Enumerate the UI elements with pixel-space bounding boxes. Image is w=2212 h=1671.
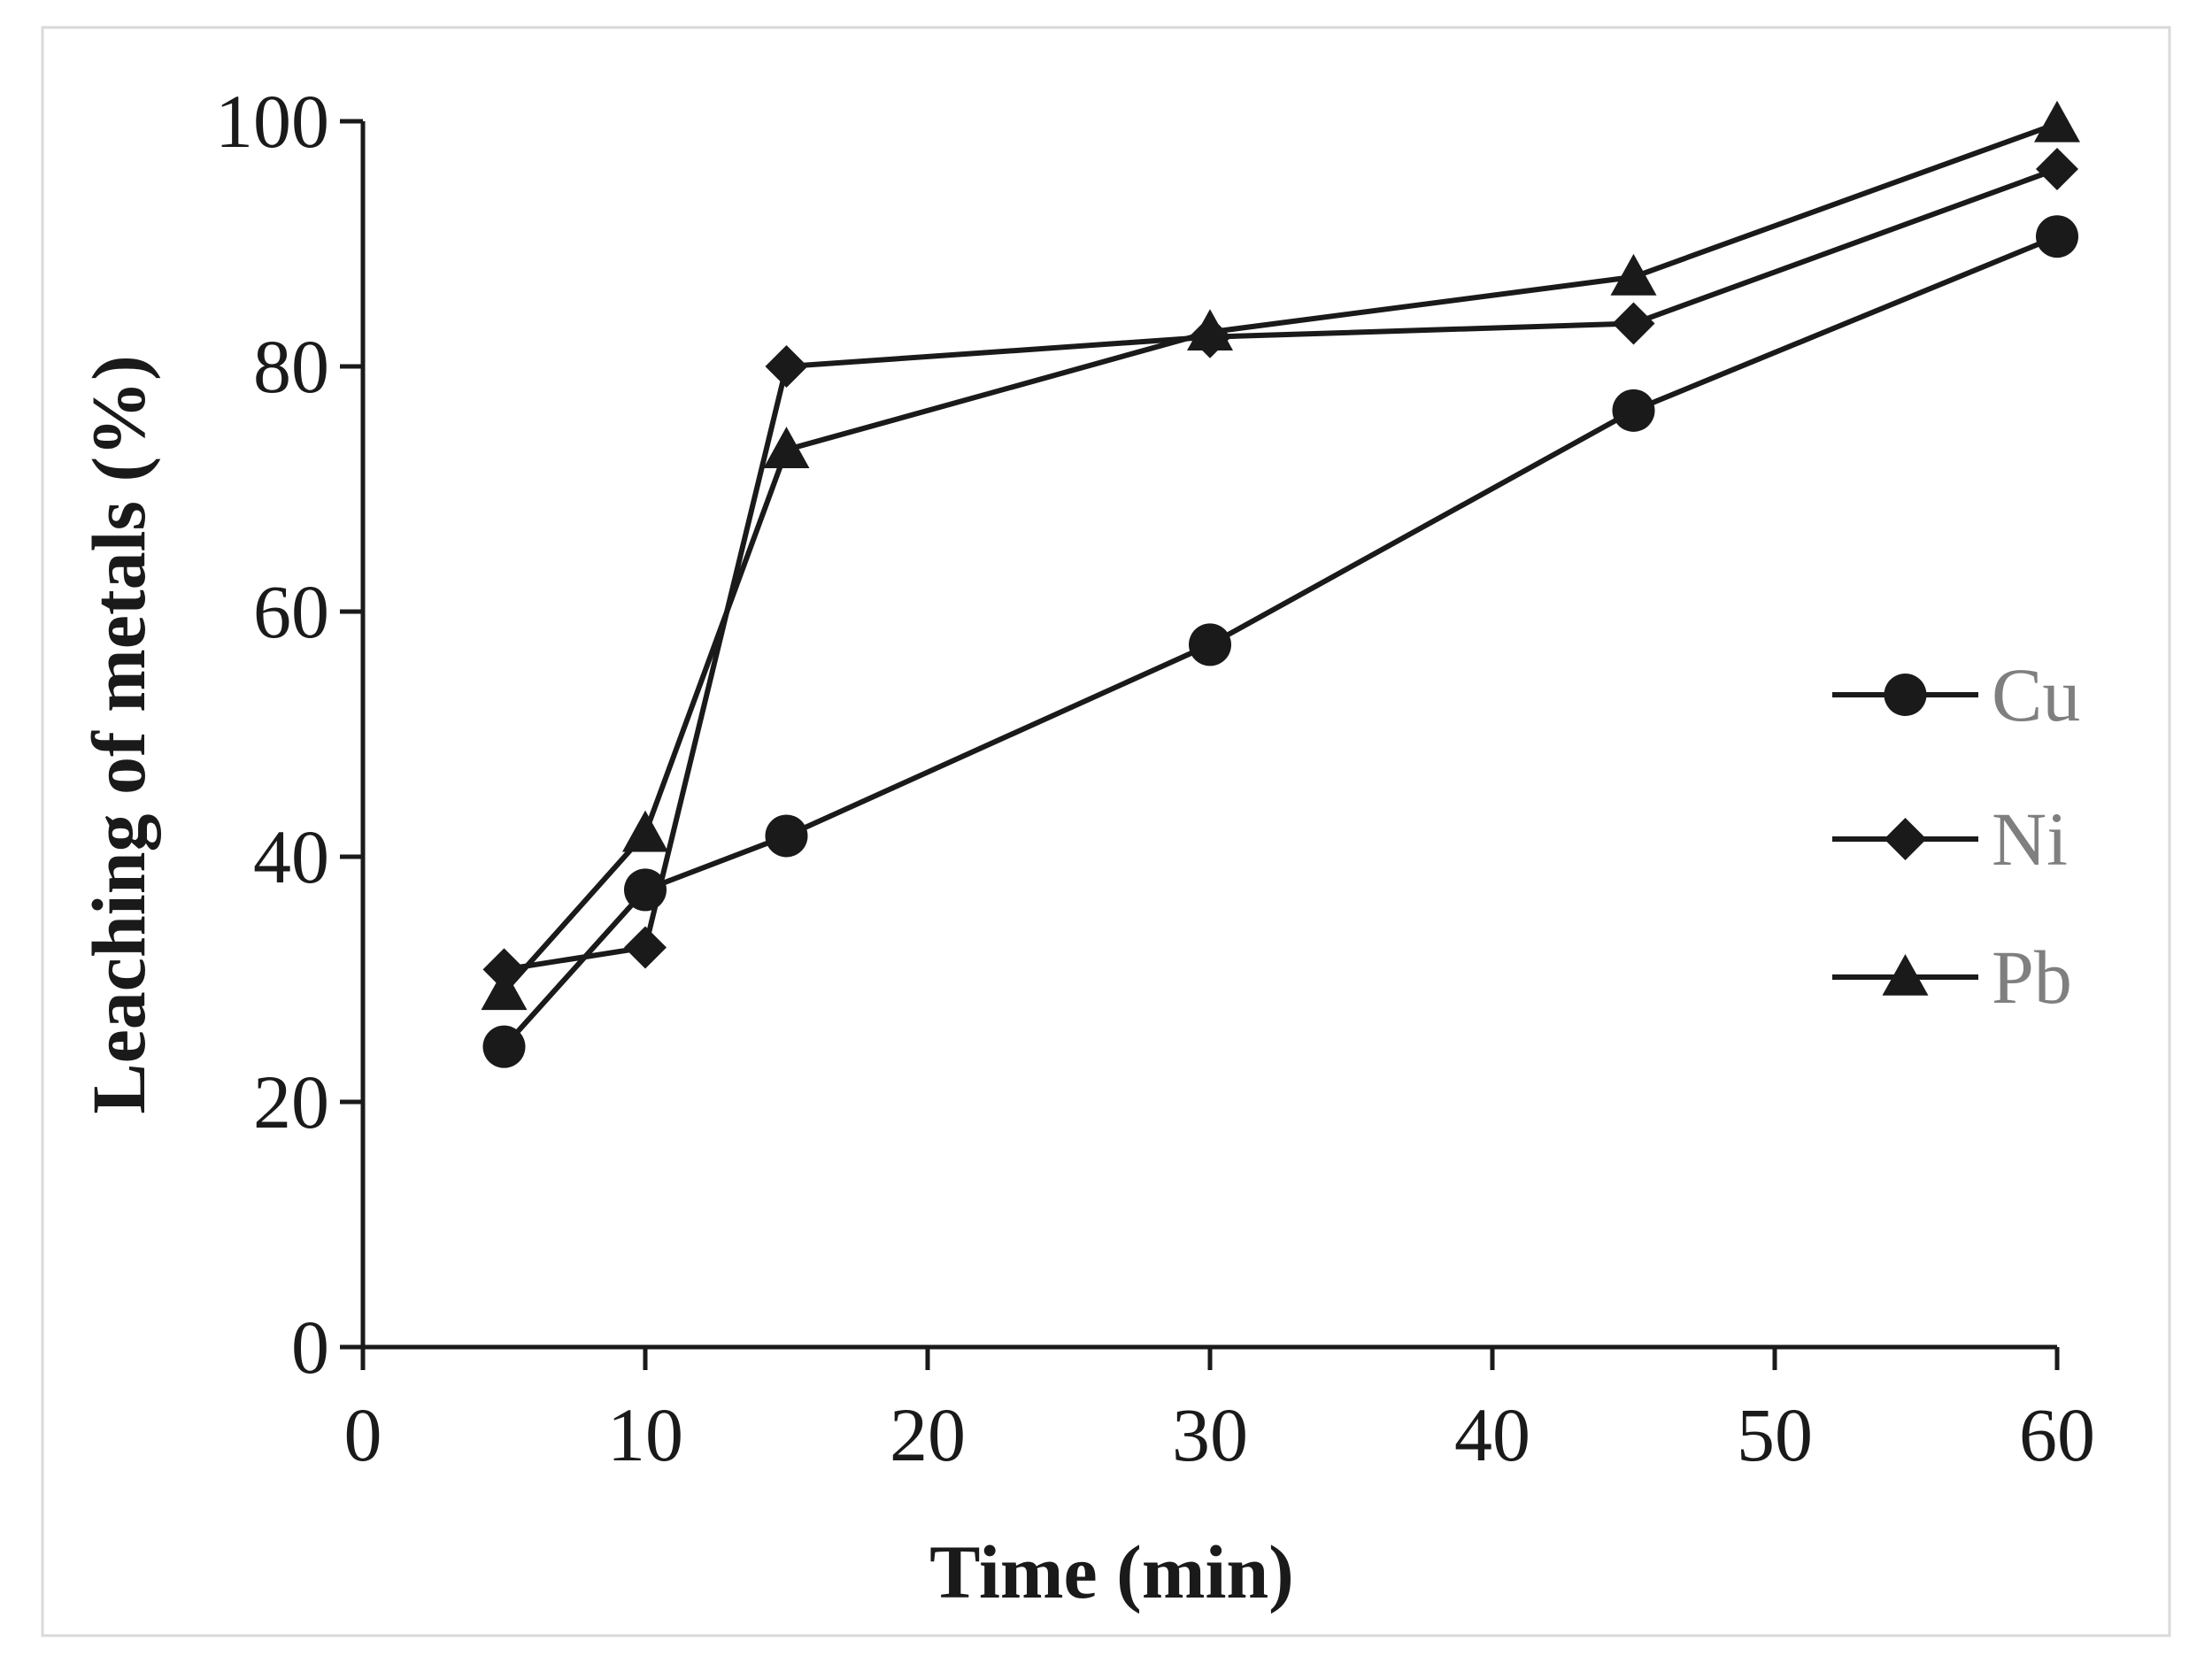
data-point-pb — [763, 427, 810, 468]
legend-label-ni: Ni — [1992, 797, 2068, 882]
series-lines — [502, 120, 2059, 1049]
y-ticks: 0 20 40 60 80 100 — [215, 79, 363, 1390]
data-point-ni — [624, 926, 667, 969]
chart-frame — [41, 26, 2171, 1637]
x-tick-label: 20 — [890, 1392, 966, 1477]
y-tick-label: 80 — [253, 324, 329, 409]
legend-label-cu: Cu — [1992, 652, 2080, 737]
data-point-cu — [1189, 623, 1231, 666]
series-line-pb — [502, 120, 2059, 994]
x-tick-label: 30 — [1172, 1392, 1248, 1477]
x-tick-label: 0 — [344, 1392, 382, 1477]
y-tick-label: 0 — [291, 1305, 329, 1390]
legend-label-pb: Pb — [1992, 935, 2072, 1020]
series-markers — [481, 100, 2080, 1068]
series-line-ni — [504, 166, 2059, 973]
data-point-pb — [622, 810, 668, 852]
x-ticks: 0 10 20 30 40 50 60 — [344, 1347, 2095, 1477]
y-tick-label: 100 — [215, 79, 329, 164]
x-axis-title: Time (min) — [929, 1529, 1294, 1614]
data-point-pb — [2034, 100, 2080, 142]
data-point-cu — [624, 868, 667, 912]
data-point-ni — [2036, 148, 2078, 191]
data-point-pb — [1187, 309, 1233, 351]
data-point-cu — [765, 814, 808, 858]
y-tick-label: 60 — [253, 569, 329, 654]
data-point-cu — [1612, 389, 1655, 432]
data-point-pb — [1610, 253, 1657, 296]
x-tick-label: 50 — [1737, 1392, 1813, 1477]
x-tick-label: 40 — [1454, 1392, 1530, 1477]
legend-marker-cu — [1884, 674, 1927, 716]
legend-marker-pb — [1882, 954, 1929, 996]
data-point-cu — [2036, 215, 2078, 258]
x-tick-label: 10 — [607, 1392, 683, 1477]
legend-marker-ni — [1884, 818, 1927, 860]
x-tick-label: 60 — [2019, 1392, 2095, 1477]
data-point-cu — [482, 1025, 526, 1068]
data-point-ni — [1612, 302, 1655, 345]
y-tick-label: 40 — [253, 814, 329, 899]
data-point-ni — [765, 345, 808, 388]
y-tick-label: 20 — [253, 1059, 329, 1144]
legend: Cu Ni Pb — [1832, 652, 2080, 1020]
series-line-cu — [502, 234, 2059, 1049]
data-point-pb — [481, 968, 528, 1011]
y-axis-title: Leaching of metals (%) — [76, 355, 161, 1113]
axes — [341, 121, 2057, 1350]
